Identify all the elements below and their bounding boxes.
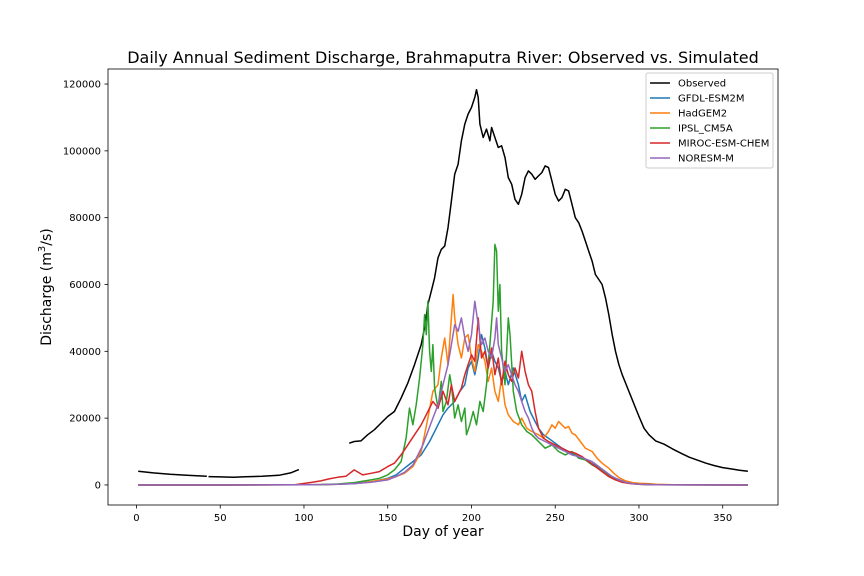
series-line-4-segment-0	[138, 317, 748, 486]
legend-box	[645, 72, 774, 169]
legend-label: MIROC-ESM-CHEM	[678, 139, 769, 150]
series-line-0-segment-0	[138, 470, 207, 478]
x-tick-label: 300	[629, 513, 648, 524]
plot-frame	[107, 68, 779, 506]
x-tick-label: 50	[214, 513, 227, 524]
chart-title: Daily Annual Sediment Discharge, Brahmap…	[127, 48, 759, 67]
y-tick-label: 60000	[69, 280, 101, 291]
x-axis-label: Day of year	[402, 524, 484, 540]
legend-label: NORESM-M	[678, 154, 734, 165]
series-line-5-segment-0	[138, 300, 748, 486]
y-tick-label: 40000	[69, 347, 101, 358]
x-tick-label: 350	[713, 513, 732, 524]
x-axis: 0 50 100 150 200 250 300 350	[133, 505, 732, 524]
y-tick-label: 100000	[63, 146, 101, 157]
plot-lines	[138, 88, 748, 486]
x-tick-label: 0	[133, 513, 139, 524]
x-tick-label: 100	[294, 513, 313, 524]
legend-label: IPSL_CM5A	[678, 124, 733, 135]
x-tick-label: 250	[546, 513, 565, 524]
series-line-0-segment-1	[208, 468, 300, 479]
legend-items: Observed GFDL-ESM2M HadGEM2 IPSL_CM5A MIROC-…	[650, 79, 769, 165]
y-axis-label-main: Discharge (m	[39, 252, 55, 346]
x-tick-label: 150	[378, 513, 397, 524]
y-tick-label: 20000	[69, 414, 101, 425]
y-tick-label: 80000	[69, 213, 101, 224]
y-tick-label: 120000	[63, 80, 101, 91]
legend-label: GFDL-ESM2M	[678, 94, 745, 105]
y-axis: 0 20000 40000 60000 80000 100000 120000	[63, 80, 108, 491]
y-axis-label-tail: /s)	[39, 228, 55, 245]
x-tick-label: 200	[462, 513, 481, 524]
legend: Observed GFDL-ESM2M HadGEM2 IPSL_CM5A MIROC-…	[645, 72, 774, 169]
series-line-0-segment-2	[348, 88, 748, 473]
y-tick-label: 0	[95, 480, 101, 491]
legend-label: HadGEM2	[678, 109, 727, 120]
legend-label: Observed	[678, 79, 726, 90]
y-axis-label: Discharge (m3/s)	[37, 228, 55, 346]
y-axis-label-superscript: 3	[37, 246, 48, 252]
